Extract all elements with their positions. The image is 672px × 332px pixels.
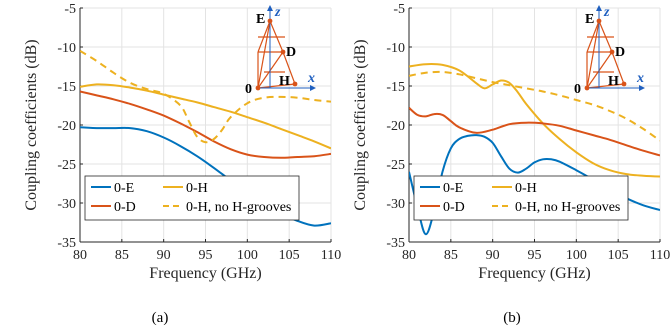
inset-label-e: E	[585, 12, 594, 27]
y-tick-label: -10	[386, 41, 405, 56]
inset-edge	[257, 20, 271, 89]
series-line-0-h	[80, 83, 331, 150]
series-line-0-h-no-h-grooves	[80, 50, 331, 144]
inset-z-arrow	[596, 5, 602, 11]
legend-entry-label: 0-E	[114, 181, 134, 196]
series-line-0-d	[409, 107, 660, 157]
legend-entry-label: 0-D	[114, 200, 136, 215]
panel-caption: (a)	[152, 310, 169, 326]
y-tick-label: -35	[57, 236, 76, 251]
legend-box	[84, 175, 300, 221]
inset-label-d: D	[286, 45, 296, 60]
inset-label-h: H	[608, 74, 619, 89]
inset-diagram: E DH 0 z x	[574, 5, 645, 97]
legend-box	[413, 175, 629, 221]
inset-label-0: 0	[574, 82, 581, 97]
legend-entry-label: 0-E	[443, 181, 463, 196]
series-line-0-h-no-h-grooves	[409, 70, 660, 142]
inset-diagram: E DH 0 z x	[245, 5, 316, 97]
x-axis-label: Frequency (GHz)	[478, 265, 590, 282]
inset-axis-x: x	[307, 71, 315, 86]
inset-x-arrow	[310, 85, 316, 91]
x-tick-label: 110	[650, 248, 670, 263]
x-tick-label: 90	[486, 248, 500, 263]
y-axis-label: Coupling coefficients (dB)	[23, 39, 40, 210]
inset-node	[584, 85, 590, 91]
inset-edge	[611, 51, 625, 85]
inset-axis-z: z	[274, 5, 281, 20]
inset-label-0: 0	[245, 82, 252, 97]
series-line-0-d	[80, 90, 331, 159]
inset-node	[609, 49, 615, 55]
inset-edge	[586, 83, 625, 89]
x-tick-label: 95	[199, 248, 213, 263]
y-tick-label: -15	[386, 80, 405, 95]
y-tick-label: -30	[57, 197, 76, 212]
x-tick-label: 85	[444, 248, 458, 263]
y-axis-label: Coupling coefficients (dB)	[352, 39, 369, 210]
inset-label-h: H	[279, 74, 290, 89]
legend-entry-label: 0-H, no H-grooves	[515, 200, 620, 215]
inset-node	[621, 81, 627, 87]
x-tick-label: 100	[566, 248, 587, 263]
inset-node	[267, 18, 273, 24]
inset-node	[255, 85, 261, 91]
y-tick-label: -35	[386, 236, 405, 251]
legend-entry-label: 0-H, no H-grooves	[186, 200, 291, 215]
legend: 0-E 0-H 0-D 0-H, no H-grooves	[413, 175, 629, 221]
y-tick-label: -25	[386, 158, 405, 173]
inset-node	[280, 49, 286, 55]
chart-panel-a: 80 85 90 95 100 105 110 -5 -10 -15 -20 -25 -30 -35 Fre…	[23, 2, 341, 326]
inset-axis-x: x	[636, 71, 644, 86]
x-tick-label: 100	[237, 248, 258, 263]
series-line-0-h	[409, 63, 660, 178]
inset-label-d: D	[615, 45, 625, 60]
x-tick-label: 80	[73, 248, 87, 263]
inset-label-e: E	[256, 12, 265, 27]
legend: 0-E 0-H 0-D 0-H, no H-grooves	[84, 175, 300, 221]
x-tick-label: 105	[608, 248, 629, 263]
x-tick-label: 85	[115, 248, 129, 263]
y-tick-label: -20	[386, 119, 405, 134]
x-tick-label: 80	[402, 248, 416, 263]
x-tick-label: 105	[279, 248, 300, 263]
y-tick-label: -20	[57, 119, 76, 134]
inset-x-arrow	[639, 85, 645, 91]
x-tick-label: 110	[321, 248, 341, 263]
legend-entry-label: 0-H	[186, 181, 208, 196]
y-tick-label: -5	[64, 2, 76, 17]
x-axis-label: Frequency (GHz)	[149, 265, 261, 282]
y-tick-label: -30	[386, 197, 405, 212]
inset-edge	[257, 83, 296, 89]
inset-node	[596, 18, 602, 24]
inset-edge	[282, 51, 296, 85]
inset-node	[292, 81, 298, 87]
panel-caption: (b)	[503, 310, 521, 326]
y-tick-label: -25	[57, 158, 76, 173]
x-tick-label: 90	[157, 248, 171, 263]
inset-axis-z: z	[603, 5, 610, 20]
x-tick-label: 95	[528, 248, 542, 263]
y-tick-label: -5	[393, 2, 405, 17]
legend-entry-label: 0-H	[515, 181, 537, 196]
inset-z-arrow	[267, 5, 273, 11]
y-tick-label: -15	[57, 80, 76, 95]
chart-panel-b: 80 85 90 95 100 105 110 -5 -10 -15 -20 -25 -30 -35 Fre…	[352, 2, 670, 326]
legend-entry-label: 0-D	[443, 200, 465, 215]
inset-edge	[586, 20, 600, 89]
y-tick-label: -10	[57, 41, 76, 56]
